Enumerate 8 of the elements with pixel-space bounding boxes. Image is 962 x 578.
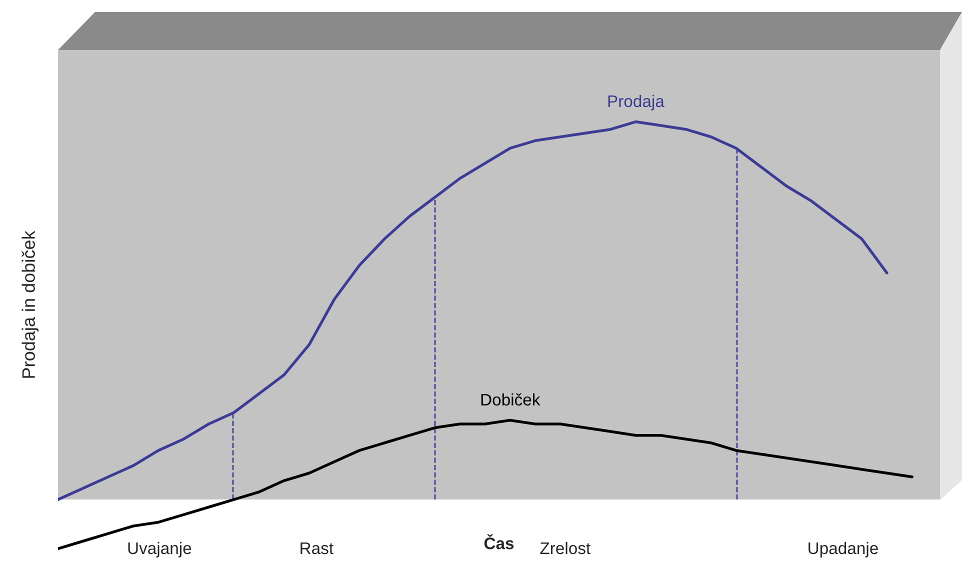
annotation: Rast xyxy=(300,542,334,554)
annotation: Zrelost xyxy=(540,542,590,554)
series-label: Dobiček xyxy=(481,393,540,406)
annotation: Uvajanje xyxy=(128,542,192,558)
annotation: Upadanje xyxy=(808,542,878,558)
y-axis-title: Prodaja in dobiček xyxy=(22,230,39,378)
series-label: Prodaja xyxy=(608,94,664,110)
x-axis-title: Čas xyxy=(484,534,514,550)
